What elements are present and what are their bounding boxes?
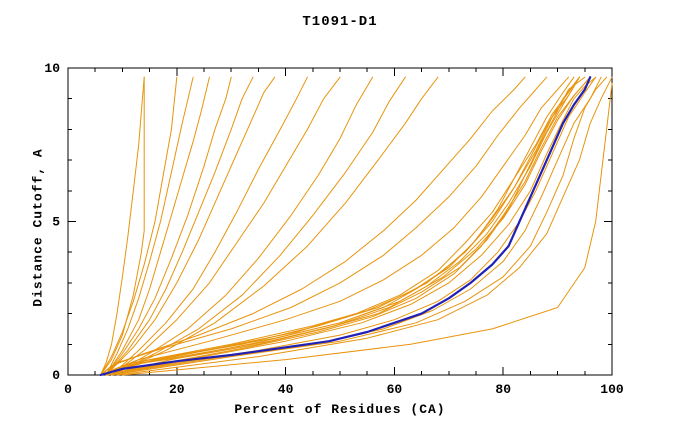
model-curve bbox=[100, 76, 580, 376]
model-curve bbox=[111, 76, 374, 376]
x-tick-label: 20 bbox=[169, 382, 185, 397]
model-curve bbox=[105, 76, 254, 376]
plot-border bbox=[67, 67, 613, 376]
model-curve bbox=[111, 76, 308, 376]
x-axis-label: Percent of Residues (CA) bbox=[234, 402, 446, 417]
model-curve bbox=[100, 76, 575, 376]
x-tick-label: 40 bbox=[278, 382, 294, 397]
model-curve bbox=[111, 76, 341, 376]
model-curve bbox=[105, 76, 276, 376]
model-curve bbox=[105, 76, 232, 376]
model-curve bbox=[100, 76, 145, 376]
x-tick-label: 0 bbox=[64, 382, 72, 397]
model-curve bbox=[111, 76, 439, 376]
model-curve bbox=[100, 76, 178, 376]
y-tick-label: 0 bbox=[52, 368, 60, 383]
best-model-curve bbox=[99, 76, 592, 377]
x-tick-label: 60 bbox=[387, 382, 403, 397]
x-tick-label: 100 bbox=[600, 382, 624, 397]
model-curve bbox=[105, 76, 591, 376]
model-curve bbox=[100, 76, 548, 376]
model-curve bbox=[105, 76, 591, 376]
model-curve bbox=[100, 76, 526, 376]
model-curve bbox=[105, 76, 597, 376]
x-tick-label: 80 bbox=[495, 382, 511, 397]
model-curve bbox=[100, 76, 580, 376]
model-curve bbox=[105, 76, 194, 376]
model-curve bbox=[111, 76, 608, 376]
model-curve bbox=[111, 76, 406, 376]
model-curve bbox=[116, 76, 613, 376]
y-tick-label: 10 bbox=[44, 61, 60, 76]
model-curve bbox=[100, 76, 586, 376]
chart-title: T1091-D1 bbox=[302, 14, 378, 30]
y-axis-label: Distance Cutoff, A bbox=[30, 148, 46, 307]
model-curve bbox=[105, 76, 210, 376]
model-curve bbox=[100, 76, 145, 376]
y-tick-label: 5 bbox=[52, 215, 60, 230]
model-curve bbox=[121, 82, 613, 376]
model-curve bbox=[105, 76, 597, 376]
model-curve bbox=[105, 76, 602, 376]
model-curve bbox=[100, 76, 569, 376]
